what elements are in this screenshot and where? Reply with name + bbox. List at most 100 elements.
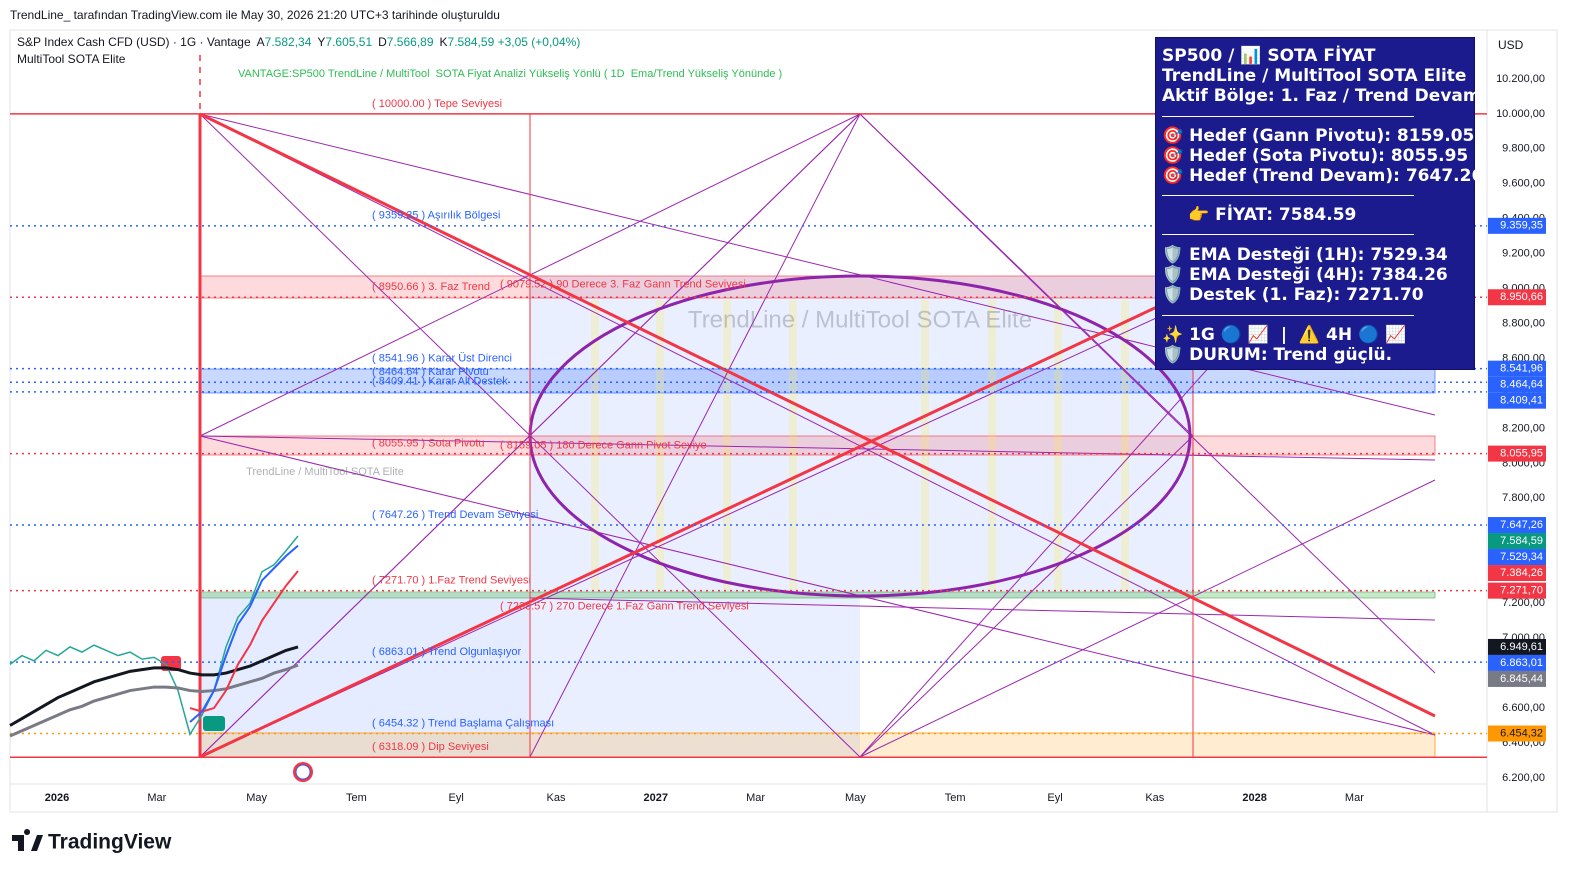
- info-line: 🎯 Hedef (Sota Pivotu): 8055.95: [1162, 146, 1469, 166]
- zones: [199, 275, 1436, 758]
- price-badge: 7.384,26: [1488, 565, 1546, 582]
- badge-label: 6.949,61: [1500, 641, 1543, 653]
- info-line: 🛡️ EMA Desteği (1H): 7529.34: [1162, 245, 1448, 265]
- info-line: 🛡️ Destek (1. Faz): 7271.70: [1162, 285, 1424, 305]
- badge-label: 8.541,96: [1500, 363, 1543, 375]
- badge-box: [1488, 392, 1546, 409]
- level-label: ( 9359.35 ) Aşırılık Bölgesi: [372, 210, 500, 222]
- zone: [199, 368, 1436, 394]
- badge-box: [1488, 725, 1546, 742]
- x-tick-label: May: [845, 792, 866, 804]
- badge-label: 7.647,26: [1500, 519, 1543, 531]
- y-tick-label: 8.200,00: [1502, 422, 1545, 434]
- brand: TradingView: [48, 831, 172, 854]
- level-label: ( 8541.96 ) Karar Üst Direnci: [372, 353, 512, 365]
- badge-box: [1488, 638, 1546, 655]
- badge-box: [1488, 289, 1546, 306]
- ohlc-value: 7.605,51: [325, 35, 373, 49]
- badge-box: [1488, 376, 1546, 393]
- frame-lines: [198, 55, 1436, 759]
- badge-label: 8.409,41: [1500, 395, 1543, 407]
- series-line: [189, 570, 299, 713]
- series-line: [9, 535, 299, 737]
- x-tick-label: Mar: [746, 792, 765, 804]
- zone: [530, 276, 860, 757]
- watermark: TrendLine / MultiTool SOTA Elite: [688, 306, 1032, 333]
- price-badge: 6.454,32: [1488, 725, 1546, 742]
- ohlc-key: K: [439, 35, 448, 49]
- ohlc-key: D: [378, 35, 387, 49]
- x-tick-label: Eyl: [449, 792, 464, 804]
- legend-row: S&P Index Cash CFD (USD) · 1G · Vantage A…: [17, 35, 580, 49]
- gann-label: ( 7238.57 ) 270 Derece 1.Faz Gann Trend …: [500, 600, 749, 612]
- x-tick-label: 2027: [644, 792, 668, 804]
- level-label: ( 8055.95 ) Sota Pivotu: [372, 438, 485, 450]
- change: +3,05 (+0,04%): [497, 35, 581, 49]
- badge-label: 7.271,70: [1500, 585, 1543, 597]
- zone: [860, 276, 1193, 598]
- price-badge: 8.950,66: [1488, 289, 1546, 306]
- x-tick-label: 2028: [1242, 792, 1266, 804]
- info-line: SP500 / 📊 SOTA FİYAT: [1162, 46, 1376, 66]
- price-badge: 7.271,70: [1488, 582, 1546, 599]
- badge-box: [1488, 565, 1546, 582]
- x-tick-label: 2026: [45, 792, 69, 804]
- ohlc-value: 7.584,59: [447, 35, 495, 49]
- level-label: ( 6318.09 ) Dip Seviyesi: [372, 741, 489, 753]
- badge-box: [1488, 445, 1546, 462]
- badge-box: [1488, 670, 1546, 687]
- separator: [1162, 315, 1414, 316]
- y-tick-label: 9.200,00: [1502, 248, 1545, 260]
- badge-label: 7.529,34: [1500, 551, 1543, 563]
- level-label: ( 6454.32 ) Trend Başlama Çalışması: [372, 717, 554, 729]
- indicator: MultiTool SOTA Elite: [17, 52, 126, 66]
- subtitle: VANTAGE:SP500 TrendLine / MultiTool SOTA…: [238, 68, 783, 80]
- info-line: 👉 FİYAT: 7584.59: [1188, 205, 1357, 225]
- x-tick-label: Tem: [945, 792, 966, 804]
- series-line: [189, 544, 299, 723]
- separator: [1162, 116, 1414, 117]
- x-tick-label: Tem: [346, 792, 367, 804]
- price-badge: 8.409,41: [1488, 392, 1546, 409]
- ohlc-value: 7.582,34: [264, 35, 312, 49]
- badge-label: 8.464,64: [1500, 379, 1543, 391]
- price-badge: 8.541,96: [1488, 360, 1546, 377]
- badge-box: [1488, 217, 1546, 234]
- price-badge: 9.359,35: [1488, 217, 1546, 234]
- info-box: SP500 / 📊 SOTA FİYAT TrendLine / MultiToo…: [1155, 37, 1483, 370]
- series-line: [9, 663, 299, 738]
- badge-label: 8.950,66: [1500, 291, 1543, 303]
- level-label: ( 7271.70 ) 1.Faz Trend Seviyesi: [372, 575, 531, 587]
- badge-label: 6.863,01: [1500, 657, 1543, 669]
- price-badge: 6.863,01: [1488, 654, 1546, 671]
- badge-label: 8.055,95: [1500, 448, 1543, 460]
- gann-label: ( 9079.52 ) 90 Derece 3. Faz Gann Trend …: [500, 279, 746, 291]
- y-tick-label: 7.200,00: [1502, 597, 1545, 609]
- x-tick-label: May: [246, 792, 267, 804]
- info-line: ✨ 1G 🔵 📈 | ⚠️ 4H 🔵 📈: [1162, 325, 1407, 345]
- badge-label: 6.454,32: [1500, 727, 1543, 739]
- separator: [1162, 234, 1414, 235]
- info-line: 🎯 Hedef (Trend Devam): 7647.26: [1162, 166, 1484, 186]
- ohlc-value: 7.566,89: [386, 35, 434, 49]
- info-line: 🎯 Hedef (Gann Pivotu): 8159.05: [1162, 126, 1475, 146]
- badge-label: 7.584,59: [1500, 535, 1543, 547]
- info-line: TrendLine / MultiTool SOTA Elite: [1162, 66, 1467, 86]
- currency: USD: [1498, 38, 1524, 52]
- price-badge: 7.529,34: [1488, 549, 1546, 566]
- price-badge: 7.647,26: [1488, 517, 1546, 534]
- y-tick-label: 9.800,00: [1502, 143, 1545, 155]
- badge-box: [1488, 517, 1546, 534]
- level-label: ( 8464.64 ) Karar Pivotu: [372, 366, 489, 378]
- separator: [1162, 195, 1414, 196]
- badge-box: [1488, 549, 1546, 566]
- badge-label: 6.845,44: [1500, 673, 1543, 685]
- symbol: S&P Index Cash CFD (USD) · 1G · Vantage: [17, 35, 251, 49]
- ohlc-key: A: [256, 35, 265, 49]
- x-tick-label: Kas: [547, 792, 566, 804]
- y-tick-label: 7.800,00: [1502, 492, 1545, 504]
- x-tick-label: Mar: [147, 792, 166, 804]
- info-line: 🛡️ EMA Desteği (4H): 7384.26: [1162, 265, 1448, 285]
- y-tick-label: 8.800,00: [1502, 317, 1545, 329]
